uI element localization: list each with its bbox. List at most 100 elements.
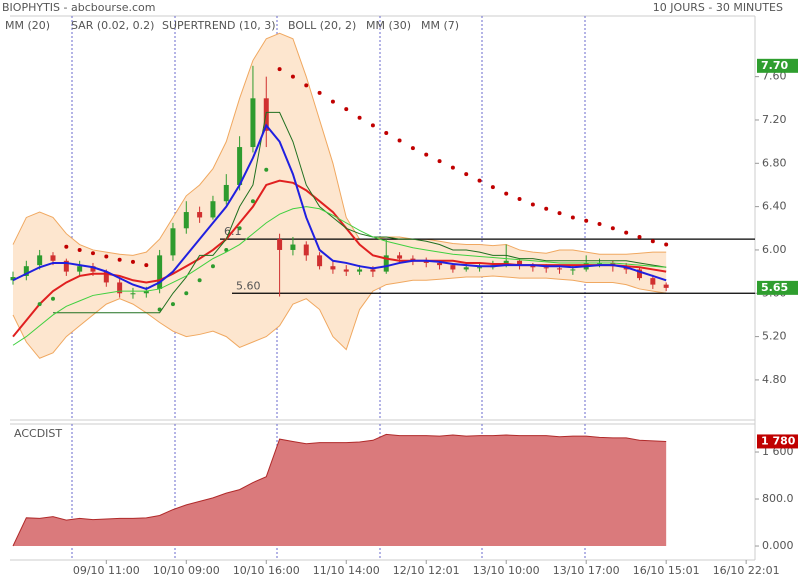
accdist-area — [13, 434, 667, 547]
sar-dot — [130, 259, 135, 264]
candle-body — [330, 266, 336, 270]
sar-dot — [450, 165, 455, 170]
sar-dot — [570, 215, 575, 220]
x-tick-label: 10/10 09:00 — [153, 564, 220, 577]
candle-body — [343, 269, 349, 272]
sar-dot — [304, 83, 309, 88]
y-tick-label: 7.60 — [762, 70, 787, 83]
x-tick-label: 16/10 22:01 — [713, 564, 780, 577]
sar-dot — [544, 206, 549, 211]
candle-body — [437, 262, 443, 266]
candle-body — [397, 255, 403, 259]
sar-dot — [610, 226, 615, 231]
candle-body — [503, 260, 509, 266]
y-tick-label: 7.20 — [762, 113, 787, 126]
candle-body — [170, 228, 176, 256]
candle-body — [557, 268, 563, 270]
candle-body — [410, 258, 416, 261]
sar-dot — [410, 146, 415, 151]
candle-body — [290, 244, 296, 250]
legend-entry: SAR (0.02, 0.2) — [71, 19, 154, 32]
sar-dot — [250, 199, 255, 204]
sar-dot — [464, 172, 469, 177]
sar-dot — [530, 202, 535, 207]
candle-body — [277, 239, 283, 250]
sar-dot — [264, 167, 269, 172]
candle-body — [517, 260, 523, 266]
candle-body — [250, 98, 256, 148]
candle-body — [77, 266, 83, 272]
boll-band — [13, 33, 667, 359]
y-tick-label: 4.80 — [762, 373, 787, 386]
sar-dot — [50, 296, 55, 301]
indicator-line — [12, 123, 667, 291]
candle-body — [183, 212, 189, 229]
x-tick-label: 09/10 11:00 — [73, 564, 140, 577]
last-value-box — [757, 280, 798, 295]
candle-body — [317, 255, 323, 267]
sar-dot — [424, 152, 429, 157]
candle-body — [637, 269, 643, 279]
chart-title: BIOPHYTIS - abcbourse.com — [2, 1, 155, 14]
candle-body — [50, 255, 56, 261]
y-tick-label: 0.000 — [762, 539, 794, 552]
sar-dot — [370, 123, 375, 128]
candle-body — [223, 184, 229, 202]
sar-dot — [64, 244, 69, 249]
candle-body — [157, 255, 163, 289]
legend-entry: MM (20) — [5, 19, 50, 32]
sar-dot — [184, 291, 189, 296]
candle-body — [463, 267, 469, 270]
legend-entry: MM (7) — [421, 19, 459, 32]
candle-body — [143, 291, 149, 294]
candle-body — [663, 284, 669, 288]
period-label: 10 JOURS - 30 MINUTES — [653, 1, 783, 14]
last-value-label: 5.65 — [761, 281, 788, 294]
sar-dot — [77, 247, 82, 252]
indicator-line — [52, 111, 667, 314]
boll-upper — [12, 32, 667, 256]
candle-body — [543, 267, 549, 269]
last-value-label: 7.70 — [761, 59, 788, 72]
accdist-line — [12, 433, 667, 547]
sar-dot — [477, 178, 482, 183]
sar-dot — [437, 159, 442, 164]
last-value-box — [757, 58, 798, 73]
candle-body — [530, 265, 536, 268]
indicator-line — [12, 206, 667, 346]
main-panel: 6.15.60 — [10, 16, 755, 420]
sar-dot — [144, 263, 149, 268]
x-tick-label: 12/10 12:01 — [393, 564, 460, 577]
sar-dot — [197, 278, 202, 283]
sar-dot — [650, 239, 655, 244]
x-tick-label: 11/10 14:00 — [313, 564, 380, 577]
sar-dot — [104, 254, 109, 259]
indicator-line — [12, 179, 667, 338]
sar-dot — [277, 67, 282, 72]
candle-body — [237, 147, 243, 185]
candle-body — [383, 255, 389, 272]
last-value-box — [757, 434, 798, 449]
sar-dot — [90, 251, 95, 256]
sar-dot — [597, 221, 602, 226]
sar-dot — [584, 218, 589, 223]
legend-entry: BOLL (20, 2) — [288, 19, 356, 32]
candle-body — [570, 269, 576, 271]
sar-dot — [624, 230, 629, 235]
candle-body — [130, 293, 136, 295]
y-tick-label: 6.80 — [762, 156, 787, 169]
sar-dot — [317, 90, 322, 95]
y-tick-label: 5.20 — [762, 330, 787, 343]
candle-body — [103, 271, 109, 283]
candle-body — [303, 244, 309, 256]
sar-dot — [490, 185, 495, 190]
candle-body — [650, 278, 656, 285]
x-tick-label: 10/10 16:00 — [233, 564, 300, 577]
candle-body — [37, 255, 43, 266]
candle-body — [10, 277, 16, 281]
sar-dot — [504, 191, 509, 196]
x-tick-label: 13/10 17:00 — [553, 564, 620, 577]
y-tick-label: 6.40 — [762, 200, 787, 213]
level-label: 5.60 — [236, 279, 261, 292]
sar-dot — [237, 226, 242, 231]
